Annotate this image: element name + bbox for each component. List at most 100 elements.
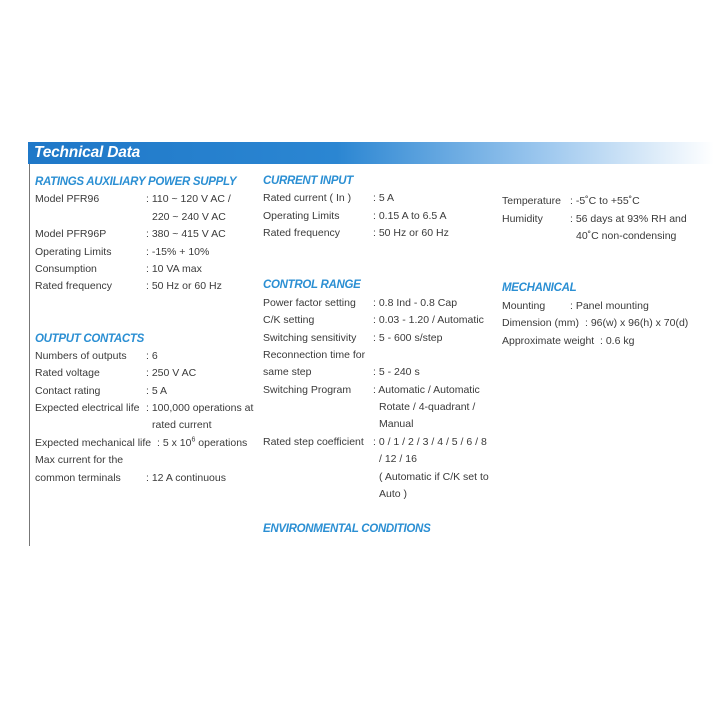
spec-row: common terminals : 12 A continuous <box>35 470 236 487</box>
spec-value: 220 ~ 240 V AC <box>152 210 226 223</box>
spec-label: C/K setting <box>263 314 315 327</box>
spec-value: : Automatic / Automatic <box>373 383 480 396</box>
spec-value: : 110 ~ 120 V AC / <box>146 193 231 206</box>
spec-value: ( Automatic if C/K set to <box>379 470 489 483</box>
spec-value: 40˚C non-condensing <box>576 230 677 243</box>
spec-value: : 100,000 operations at <box>146 402 254 415</box>
spec-row: / 12 / 16 <box>263 451 430 468</box>
spec-value: rated current <box>152 419 212 432</box>
spec-row: Mounting : Panel mounting <box>502 298 649 315</box>
spec-value: : Panel mounting <box>570 299 649 312</box>
spec-label: Approximate weight <box>502 334 595 347</box>
spec-row: Power factor setting: 0.8 Ind - 0.8 Cap <box>263 295 457 312</box>
spec-label: Rated frequency <box>35 280 113 293</box>
spec-label: Rated voltage <box>35 367 100 380</box>
spec-label: common terminals <box>35 471 121 484</box>
spec-row: Manual <box>263 416 430 433</box>
spec-row: Rated voltage : 250 V AC <box>35 365 236 382</box>
spec-label: Max current for the <box>35 454 124 467</box>
spec-row: 220 ~ 240 V AC <box>35 209 236 226</box>
spec-row: Rated current ( In ): 5 A <box>263 190 430 207</box>
spec-value: : 12 A continuous <box>146 471 226 484</box>
spec-value: : 0.15 A to 6.5 A <box>373 209 447 222</box>
spec-value: : 96(w) x 96(h) x 70(d) <box>585 317 689 330</box>
spec-value: / 12 / 16 <box>379 453 417 466</box>
spec-row: C/K setting: 0.03 - 1.20 / Automatic <box>263 312 484 329</box>
spec-value: : 0.6 kg <box>600 334 635 347</box>
spec-value: : 50 Hz or 60 Hz <box>146 280 222 293</box>
spec-row: Expected electrical life : 100,000 operat… <box>35 400 253 417</box>
spec-row: Humidity: 56 days at 93% RH and <box>502 211 687 228</box>
spec-row: Model PFR96P : 380 ~ 415 V AC <box>35 226 236 243</box>
spec-value: : -5˚C to +55˚C <box>570 195 640 208</box>
spec-value: Rotate / 4-quadrant / <box>379 401 476 414</box>
spec-value: : 0.8 Ind - 0.8 Cap <box>373 296 458 309</box>
spec-row: Switching sensitivity : 5 - 600 s/step <box>263 330 442 347</box>
spec-value: : 5 A <box>373 192 395 205</box>
spec-label: Numbers of outputs <box>35 349 127 362</box>
spec-label: Expected electrical life <box>35 402 140 415</box>
spacer <box>502 263 576 280</box>
spec-row: Expected mechanical life: 5 x 106 operat… <box>35 435 247 452</box>
spec-label: Model PFR96 <box>35 193 100 206</box>
section-heading: MECHANICAL <box>502 282 577 295</box>
spec-row: Switching Program : Automatic / Automatic <box>263 382 480 399</box>
spec-row: Consumption : 10 VA max <box>35 261 236 278</box>
spec-row: Auto ) <box>263 486 430 503</box>
spec-label: Operating Limits <box>263 209 340 222</box>
spec-label: Temperature <box>502 195 561 208</box>
spec-row: Rated frequency: 50 Hz or 60 Hz <box>263 225 449 242</box>
spec-row: Numbers of outputs : 6 <box>35 348 236 365</box>
spec-row: same step : 5 - 240 s <box>263 364 430 381</box>
spec-label: Switching sensitivity <box>263 331 357 344</box>
section-heading: ENVIRONMENTAL CONDITIONS <box>263 522 431 535</box>
column-3: Temperature : -5˚C to +55˚C Humidity: 56 d… <box>502 176 688 350</box>
spec-value: Manual <box>379 418 414 431</box>
spec-value: : 380 ~ 415 V AC <box>146 228 226 241</box>
spec-value: : 250 V AC <box>146 367 197 380</box>
spec-row: rated current <box>35 417 236 434</box>
spec-label: same step <box>263 366 312 379</box>
spec-value: : 10 VA max <box>146 262 202 275</box>
spec-value: : 5 x 106 operations <box>157 436 248 449</box>
spec-row: Dimension (mm) : 96(w) x 96(h) x 70(d) <box>502 315 688 332</box>
spec-row: Operating Limits : 0.15 A to 6.5 A <box>263 208 447 225</box>
spec-row: Contact rating: 5 A <box>35 383 236 400</box>
spec-value: : 5 A <box>146 384 168 397</box>
spec-label: Switching Program <box>263 383 352 396</box>
spacer <box>263 503 430 520</box>
spec-label: Humidity <box>502 212 543 225</box>
spec-row: Model PFR96 : 110 ~ 120 V AC / <box>35 191 236 208</box>
spacer <box>502 246 576 263</box>
spec-label: Model PFR96P <box>35 228 107 241</box>
spec-row: 40˚C non-condensing <box>502 228 676 245</box>
section-heading: CONTROL RANGE <box>263 279 361 292</box>
section-heading: RATINGS AUXILIARY POWER SUPPLY <box>35 176 237 188</box>
spec-label: Mounting <box>502 299 546 312</box>
spec-label: Consumption <box>35 262 97 275</box>
spec-row: Rated step coefficient : 0 / 1 / 2 / 3 / … <box>263 434 487 451</box>
spacer <box>35 313 236 330</box>
spec-value: Auto ) <box>379 488 408 501</box>
spec-label: Rated frequency <box>263 227 341 240</box>
spec-label: Reconnection time for <box>263 348 366 361</box>
spec-row: Reconnection time for <box>263 347 430 364</box>
spacer <box>263 260 430 277</box>
page-title: Technical Data <box>34 144 141 161</box>
spec-value: : -15% + 10% <box>146 245 210 258</box>
spec-label: Rated step coefficient <box>263 435 364 448</box>
spec-value: : 0 / 1 / 2 / 3 / 4 / 5 / 6 / 8 <box>373 435 487 448</box>
spec-value: : 5 - 600 s/step <box>373 331 443 344</box>
spec-row: Operating Limits : -15% + 10% <box>35 244 236 261</box>
section-title-bar: Technical Data <box>28 142 714 164</box>
spec-row: Rotate / 4-quadrant / <box>263 399 475 416</box>
spec-value: : 5 - 240 s <box>373 366 420 379</box>
divider <box>29 164 30 546</box>
spec-label: Operating Limits <box>35 245 112 258</box>
spec-row: Max current for the <box>35 452 236 469</box>
spec-value: : 6 <box>146 349 158 362</box>
spec-label: Dimension (mm) <box>502 317 580 330</box>
spacer <box>263 243 430 260</box>
section-heading: OUTPUT CONTACTS <box>35 332 145 345</box>
spec-row: Approximate weight : 0.6 kg <box>502 333 634 350</box>
